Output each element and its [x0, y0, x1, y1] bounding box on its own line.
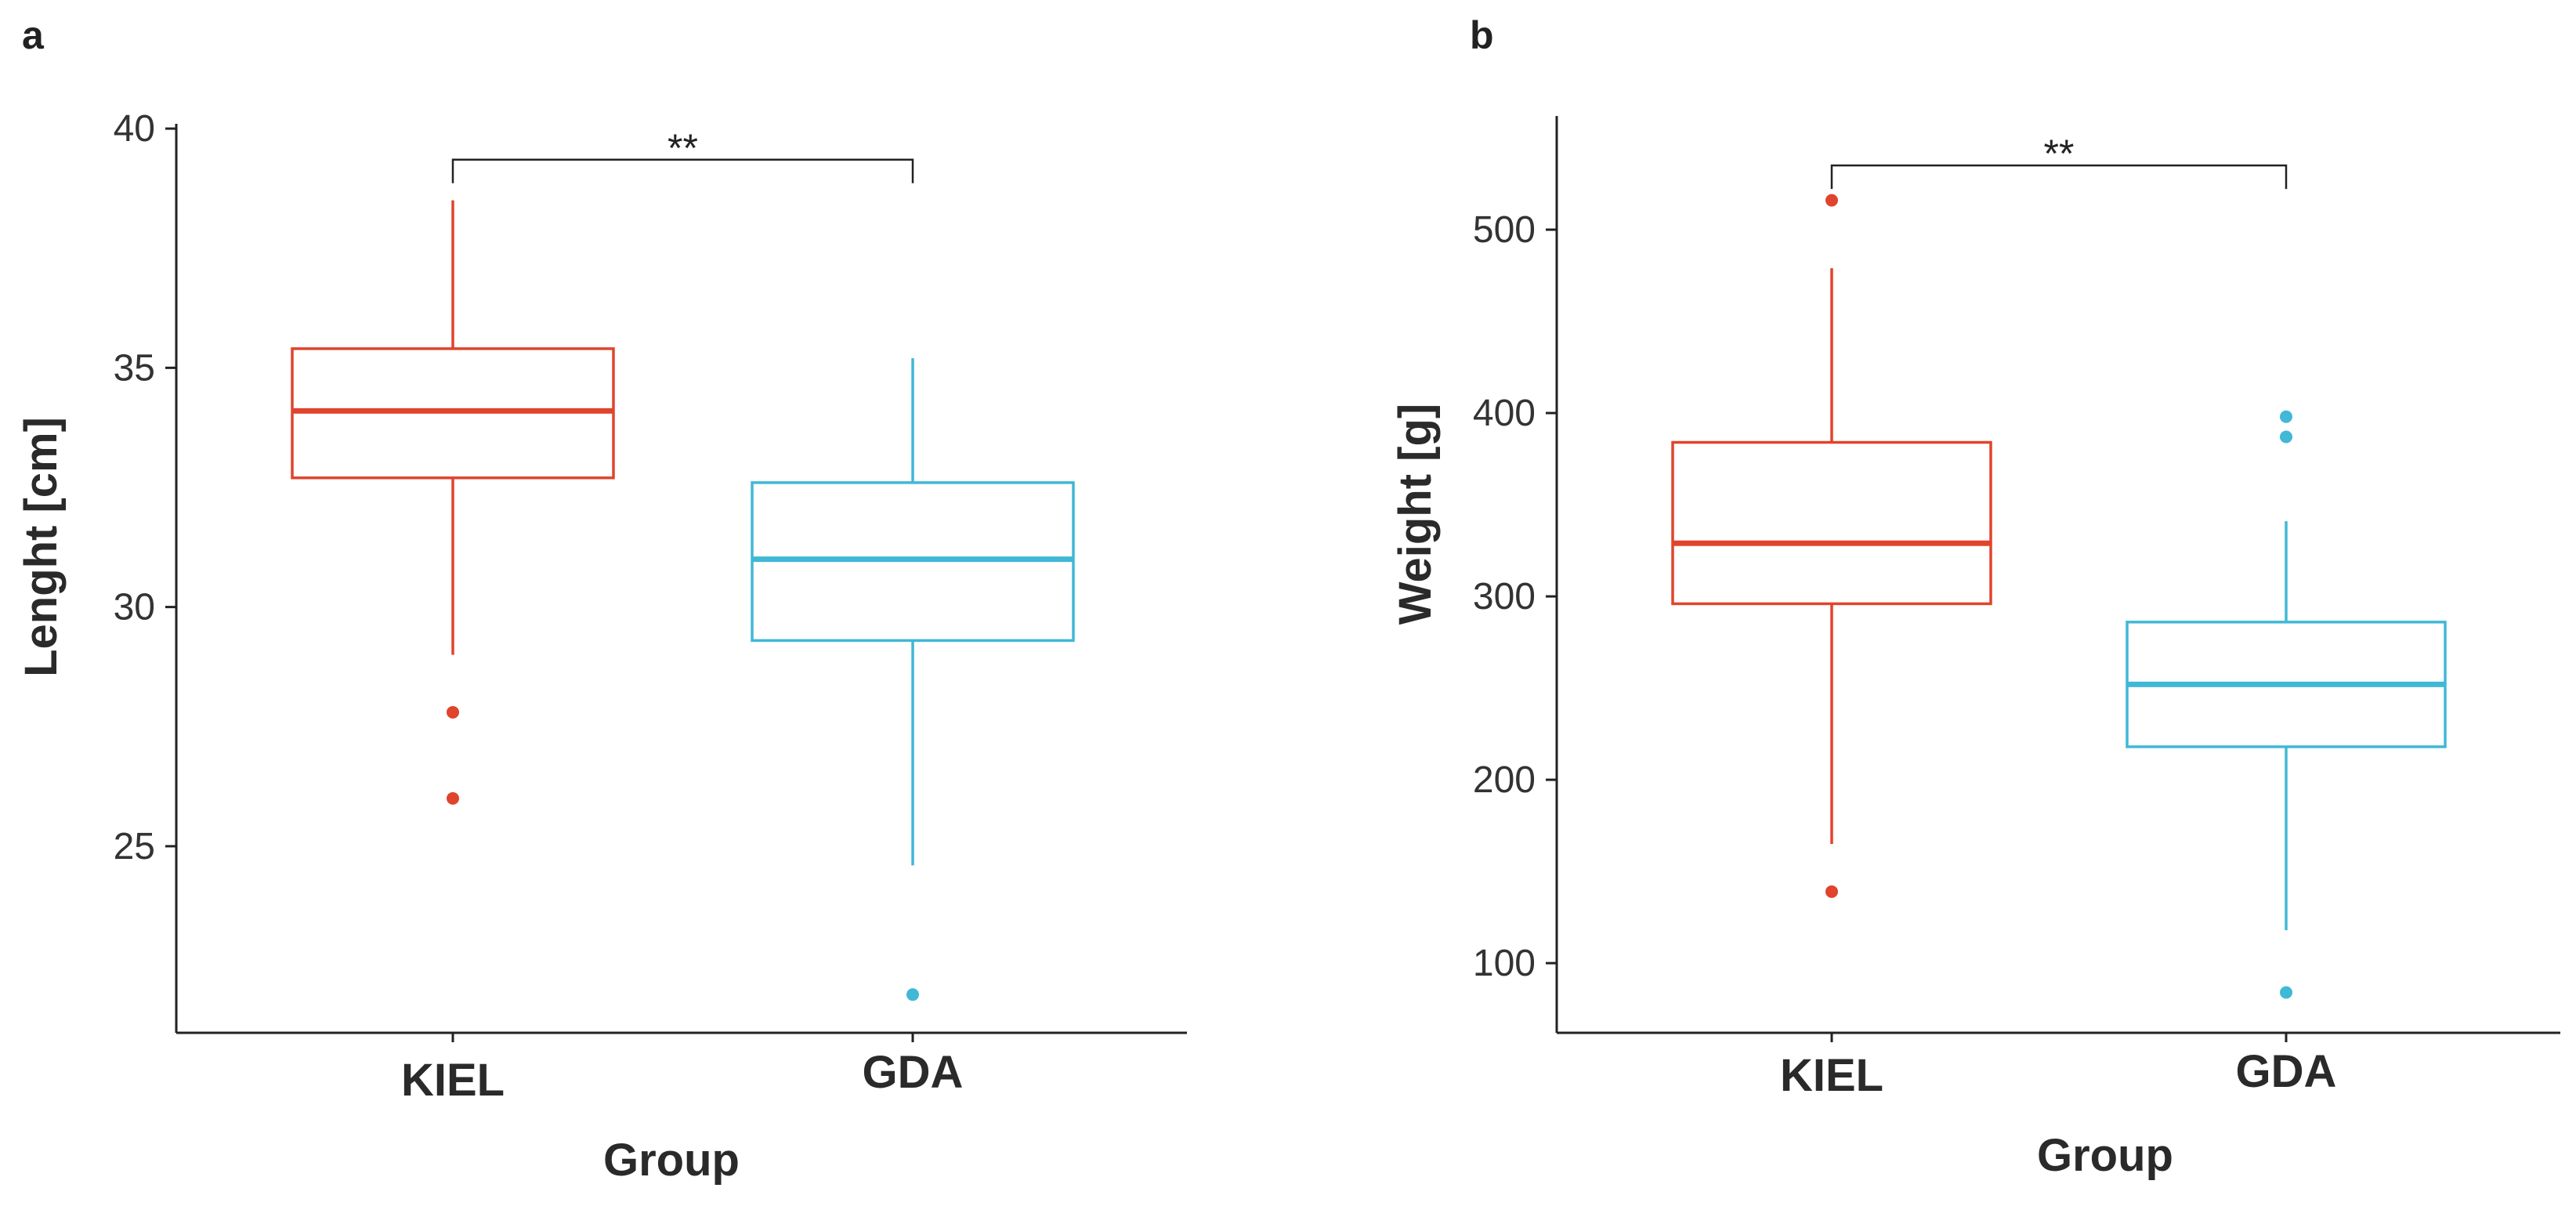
significance-label: **: [668, 126, 698, 170]
y-axis-title: Lenght [cm]: [16, 417, 67, 677]
x-tick-label: KIEL: [1780, 1050, 1883, 1101]
outlier-point: [2280, 986, 2292, 999]
outlier-point: [447, 705, 459, 719]
significance-bracket: [451, 158, 914, 183]
y-tick-label: 500: [1473, 209, 1536, 251]
panel-b: b 100 200 300 400 500 KIEL GDA Group Weight [g] **: [1390, 13, 2560, 1181]
y-tick-label: 100: [1473, 943, 1536, 984]
outlier-point: [447, 791, 459, 805]
box-kiel: [291, 200, 615, 805]
outlier-point: [906, 988, 919, 1001]
y-axis-title: Weight [g]: [1390, 404, 1441, 625]
x-axis-title: Group: [603, 1135, 740, 1186]
y-tick-label: 40: [114, 108, 155, 150]
x-tick-label: KIEL: [401, 1055, 505, 1106]
box-kiel: [1671, 194, 1992, 898]
x-axis-title: Group: [2037, 1130, 2173, 1181]
panel-a: a 25 30 35 40 KIEL GDA Group Lenght [cm] **: [16, 13, 1187, 1186]
x-tick-label: GDA: [2236, 1046, 2337, 1097]
outlier-point: [2280, 410, 2292, 423]
outlier-point: [1825, 194, 1838, 207]
x-tick-label: GDA: [863, 1047, 964, 1098]
y-tick-label: 400: [1473, 393, 1536, 434]
box-gda: [751, 358, 1075, 1001]
box-gda: [2126, 410, 2447, 999]
outlier-point: [1825, 885, 1838, 898]
y-tick-label: 35: [114, 347, 155, 389]
y-tick-label: 200: [1473, 759, 1536, 801]
panel-label: b: [1470, 13, 1494, 57]
y-tick-label: 300: [1473, 576, 1536, 617]
outlier-point: [2280, 430, 2292, 444]
panel-label: a: [22, 13, 45, 57]
y-tick-label: 30: [114, 587, 155, 628]
iqr-box: [1671, 440, 1992, 606]
significance-bracket: [1830, 164, 2288, 190]
significance-label: **: [2044, 132, 2075, 176]
y-tick-label: 25: [114, 826, 155, 867]
